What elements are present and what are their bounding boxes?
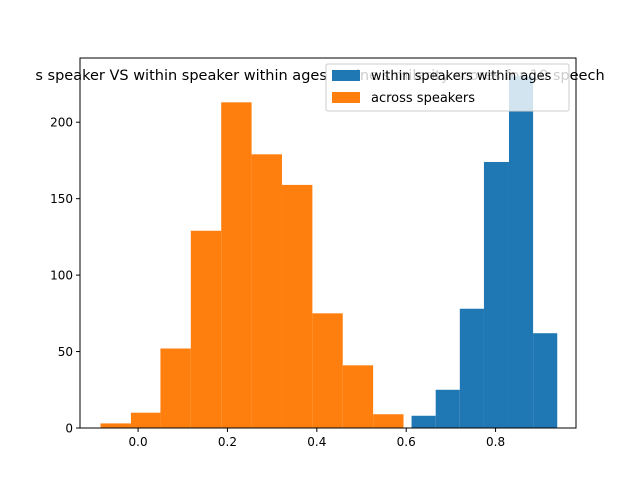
y-tick-label: 150 — [50, 192, 73, 206]
legend: within speakers within ages across speak… — [325, 63, 570, 112]
legend-box — [325, 63, 570, 112]
bar-series1-bin1 — [130, 412, 161, 428]
legend-label-across-speakers: across speakers — [371, 91, 475, 106]
bar-series0-bin2 — [459, 308, 484, 428]
x-tick-label: 0.2 — [218, 435, 237, 449]
bar-series1-bin6 — [281, 184, 313, 428]
x-tick-label: 0.6 — [397, 435, 416, 449]
x-axis: 0.0 0.2 0.4 0.6 0.8 — [129, 428, 505, 449]
bars-layer — [100, 76, 558, 429]
y-tick-label: 100 — [50, 269, 73, 283]
y-tick-label: 200 — [50, 116, 73, 130]
x-tick-label: 0.4 — [307, 435, 326, 449]
bar-series1-bin3 — [190, 230, 222, 428]
y-tick-label: 50 — [58, 345, 73, 359]
x-tick-label: 0.0 — [129, 435, 148, 449]
axes-frame — [79, 57, 577, 429]
legend-swatch-within-speakers — [332, 70, 360, 81]
bar-series1-bin0 — [100, 423, 131, 428]
legend-label-within-speakers: within speakers within ages — [371, 69, 552, 84]
legend-swatch-across-speakers — [332, 92, 360, 103]
bar-series1-bin9 — [373, 414, 404, 428]
bar-series1-bin8 — [342, 365, 374, 428]
bar-series1-bin7 — [312, 313, 343, 428]
x-tick-label: 0.8 — [486, 435, 505, 449]
bar-series0-bin5 — [533, 333, 558, 428]
bar-series0-bin4 — [508, 76, 534, 428]
bar-series0-bin0 — [411, 415, 436, 428]
bar-series1-bin5 — [251, 154, 282, 428]
bar-series1-bin4 — [221, 102, 252, 429]
y-tick-label: 0 — [65, 422, 73, 436]
y-axis: 0 50 100 150 200 — [50, 116, 80, 436]
bar-series0-bin1 — [435, 389, 460, 428]
bar-series1-bin2 — [160, 348, 191, 428]
bar-series0-bin3 — [483, 161, 509, 428]
